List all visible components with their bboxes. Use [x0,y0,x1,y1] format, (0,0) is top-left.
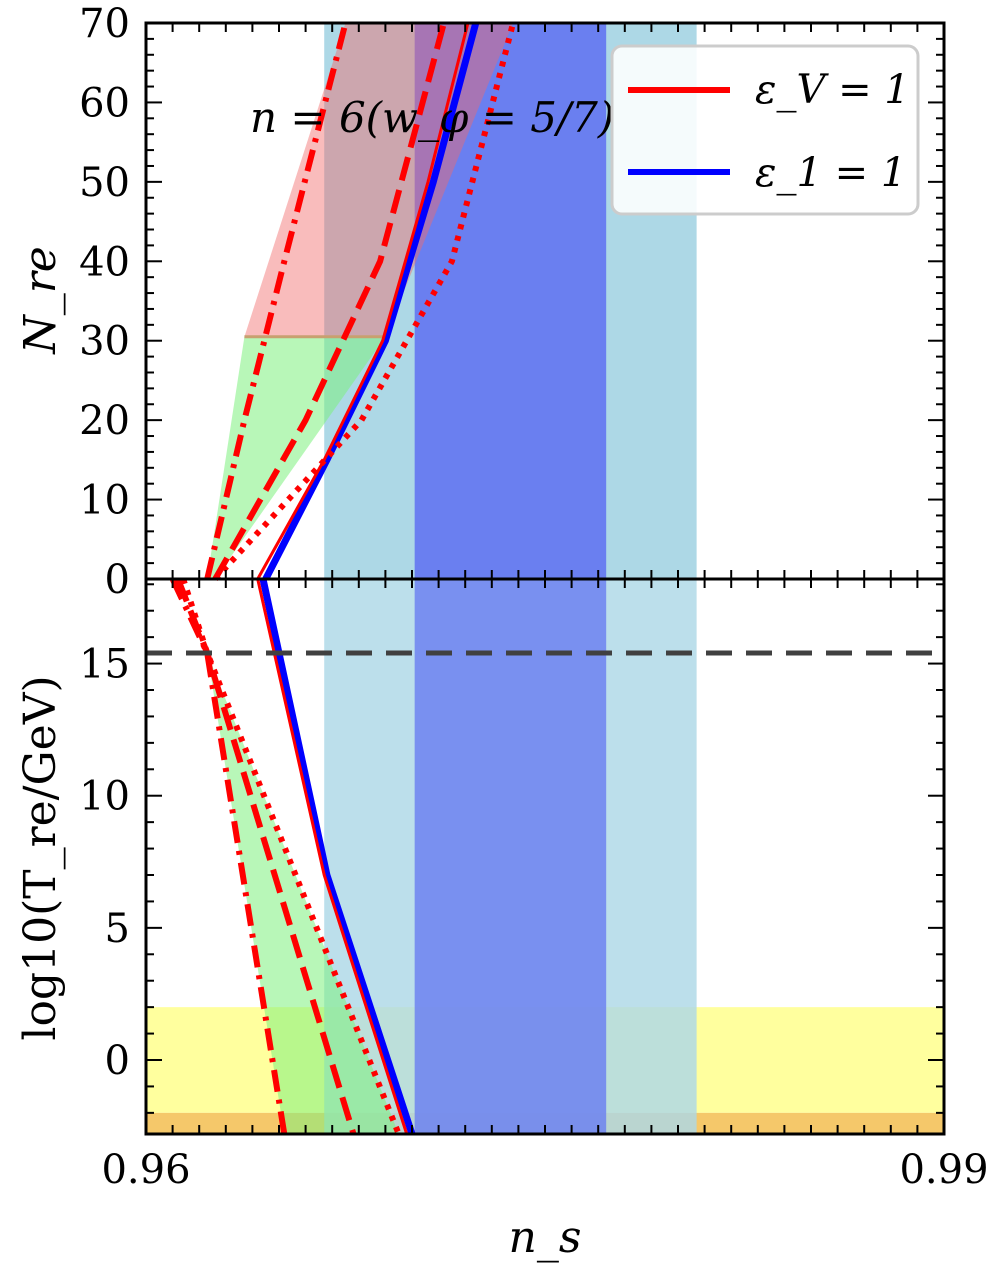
band-blue-top [414,23,607,579]
x-tick-label: 0.99 [899,1147,988,1193]
series-top-1 [256,22,470,580]
legend: ε_V = 1 ε_1 = 1 [610,44,920,216]
bottom-panel-fills [146,579,944,1134]
x-tick-label: 0.96 [101,1147,190,1193]
y-tick-label-top: 70 [79,1,130,47]
bottom-panel-frame [144,577,946,1136]
y-tick-label-bottom: 15 [79,642,130,688]
y-tick-label-top: 10 [79,478,130,524]
top-panel-curves [204,22,517,582]
series-bottom-4 [180,578,402,1136]
y-tick-label-bottom: 5 [105,906,130,952]
y-tick-label-top: 40 [79,239,130,285]
x-axis-title: n_s [509,1212,582,1263]
bottom-panel-curves [146,577,944,1136]
legend-label-epsilon-1: ε_1 = 1 [755,150,906,196]
y-tick-label-bottom: 0 [105,1038,130,1084]
y-tick-label-top: 60 [79,80,130,126]
series-top-0 [262,22,480,581]
tick-labels: 0 10 20 30 40 50 60 70 0 5 10 15 0.96 0.99 [79,1,988,1193]
y-axis-title-top: N_re [15,246,66,355]
series-top-3 [212,22,447,581]
top-annotation: n = 6(w_φ = 5/7) [250,93,614,142]
y-tick-label-top: 20 [79,398,130,444]
series-bottom-0 [259,578,416,1136]
y-axis-title-bottom: log10(T_re/GeV) [15,675,66,1040]
band-blue-bottom [414,579,607,1134]
region-red-top [244,23,514,337]
series-bottom-1 [256,578,409,1135]
y-tick-label-bottom: 10 [79,774,130,820]
legend-label-epsilon-v: ε_V = 1 [755,67,910,113]
y-tick-label-top: 0 [105,557,130,603]
y-tick-label-top: 50 [79,160,130,206]
y-tick-label-top: 30 [79,319,130,365]
